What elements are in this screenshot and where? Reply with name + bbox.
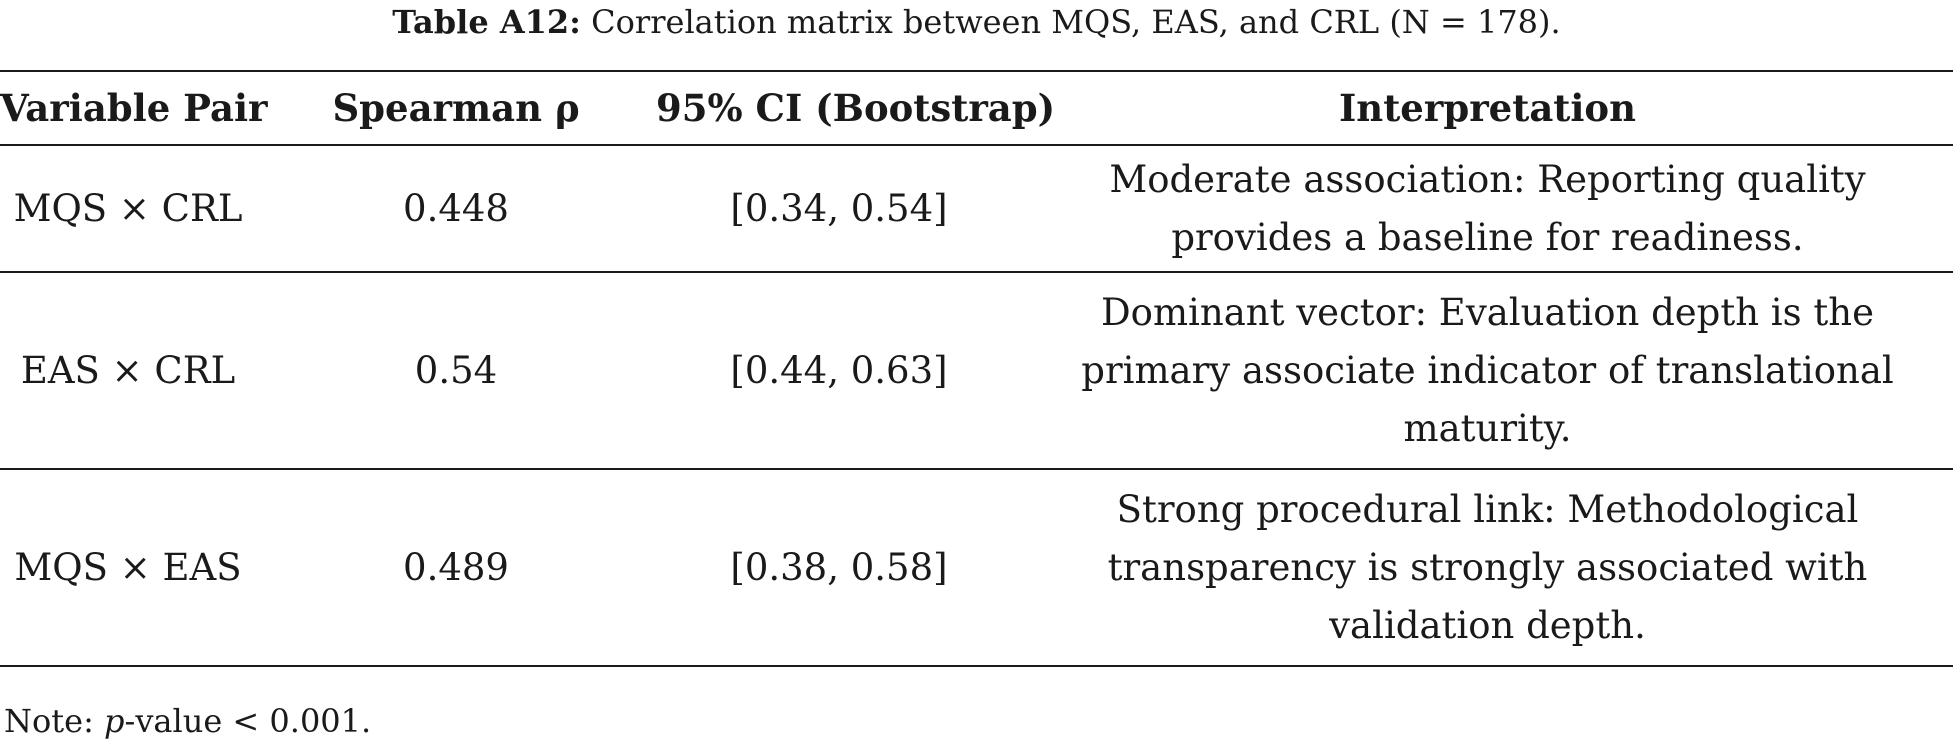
- note-prefix: Note:: [4, 702, 105, 740]
- header-ci: 95% CI (Bootstrap): [656, 86, 1056, 130]
- cell-variable-pair: MQS × EAS: [14, 545, 242, 589]
- table-note: Note: p-value < 0.001.: [4, 700, 371, 742]
- table-row: MQS × CRL 0.448 [0.34, 0.54] Moderate as…: [0, 145, 1953, 272]
- table-caption-text: Correlation matrix between MQS, EAS, and…: [591, 3, 1561, 41]
- cell-interpretation: Strong procedural link: Methodological t…: [1107, 487, 1868, 647]
- cell-ci: [0.38, 0.58]: [730, 545, 948, 589]
- cell-ci: [0.44, 0.63]: [730, 348, 948, 392]
- cell-ci: [0.34, 0.54]: [730, 186, 948, 230]
- table-caption: Table A12: Correlation matrix between MQ…: [0, 0, 1953, 48]
- cell-spearman-rho: 0.448: [403, 186, 509, 230]
- correlation-table: Variable Pair Spearman ρ 95% CI (Bootstr…: [0, 70, 1953, 667]
- cell-interpretation: Dominant vector: Evaluation depth is the…: [1081, 290, 1894, 450]
- header-spearman-rho: Spearman ρ: [332, 86, 580, 130]
- cell-interpretation: Moderate association: Reporting quality …: [1109, 157, 1866, 259]
- table-row: MQS × EAS 0.489 [0.38, 0.58] Strong proc…: [0, 469, 1953, 666]
- note-suffix: -value < 0.001.: [124, 702, 372, 740]
- header-variable-pair: Variable Pair: [0, 86, 268, 130]
- table-header-row: Variable Pair Spearman ρ 95% CI (Bootstr…: [0, 71, 1953, 145]
- cell-variable-pair: EAS × CRL: [20, 348, 236, 392]
- cell-variable-pair: MQS × CRL: [13, 186, 243, 230]
- table-row: EAS × CRL 0.54 [0.44, 0.63] Dominant vec…: [0, 272, 1953, 469]
- cell-spearman-rho: 0.489: [403, 545, 509, 589]
- note-p-symbol: p: [104, 702, 125, 740]
- header-interpretation: Interpretation: [1338, 86, 1637, 130]
- cell-spearman-rho: 0.54: [414, 348, 498, 392]
- table-caption-label: Table A12:: [392, 3, 581, 41]
